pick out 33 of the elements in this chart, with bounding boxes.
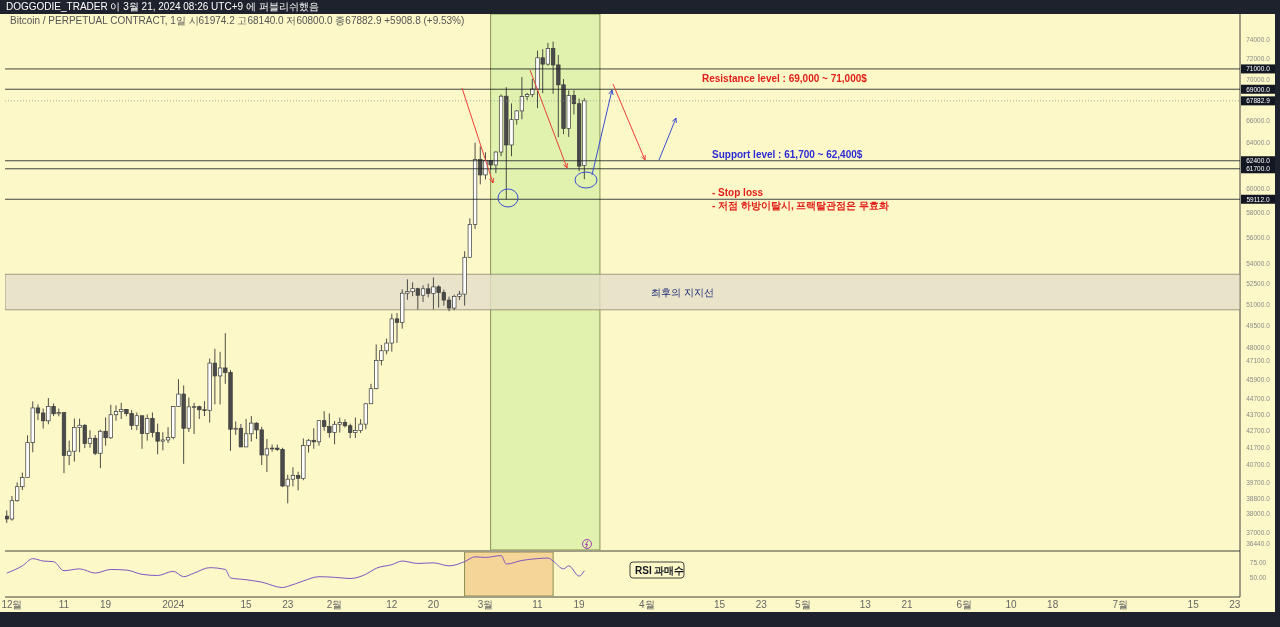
x-tick-label: 11 — [58, 599, 70, 610]
x-tick-label: 13 — [859, 599, 872, 610]
annotation: Support level : 61,700 ~ 62,400$ — [712, 149, 863, 160]
chart-subtitle: Bitcoin / PERPETUAL CONTRACT, 1일 시61974.2 고68140.0 저60800.0 종67882.9 +5908.8 (+9.53%) — [10, 15, 465, 26]
x-tick-label: 23 — [1229, 599, 1241, 610]
chart-title: DOGGODIE_TRADER 이 3월 21, 2024 08:26 UTC+9 에 퍼블리쉬했음 — [6, 1, 319, 12]
x-tick-label: 21 — [901, 599, 913, 610]
x-tick-label: 5월 — [795, 599, 811, 610]
x-tick-label: 23 — [755, 599, 768, 610]
x-tick-label: 15 — [714, 599, 726, 610]
x-tick-label: 4월 — [639, 599, 655, 610]
x-tick-label: 6월 — [956, 599, 972, 610]
x-tick-label: 15 — [1187, 599, 1200, 610]
x-tick-label: 12 — [386, 599, 398, 610]
x-tick-label: 19 — [573, 599, 586, 610]
band-label: 최후의 지지선 — [651, 287, 714, 299]
annotation: - Stop loss — [712, 187, 764, 198]
x-tick-label: 2월 — [326, 599, 343, 610]
x-tick-label: 23 — [282, 599, 294, 610]
x-tick-label: 18 — [1047, 599, 1059, 610]
x-tick-label: 10 — [1005, 599, 1018, 610]
annotation: RSI 과매수 — [635, 565, 685, 576]
x-tick-label: 15 — [240, 599, 253, 610]
x-tick-label: 12월 — [1, 599, 23, 610]
x-tick-label: 11 — [532, 599, 544, 610]
x-tick-label: 2024 — [162, 599, 185, 610]
annotation: Resistance level : 69,000 ~ 71,000$ — [702, 73, 868, 84]
annotation: - 저점 하방이탈시, 프랙탈관점은 무효화 — [712, 200, 890, 211]
x-tick-label: 7월 — [1112, 599, 1129, 610]
line-series — [6, 555, 585, 589]
x-tick-label: 20 — [427, 599, 440, 610]
x-tick-label: 3월 — [477, 599, 494, 610]
x-tick-label: 19 — [100, 599, 112, 610]
